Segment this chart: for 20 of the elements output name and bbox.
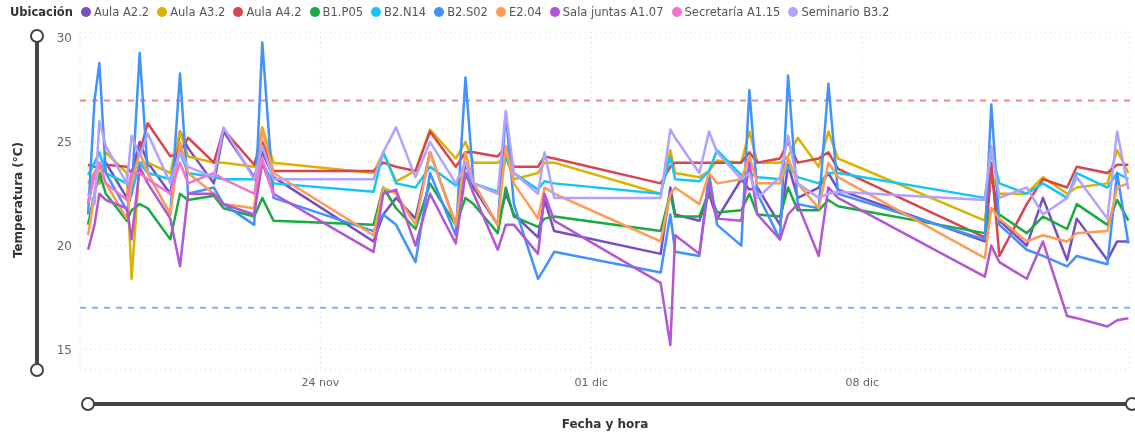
y-tick-label: 15 — [56, 342, 72, 357]
legend-title: Ubicación — [10, 5, 73, 19]
legend-label: B1.P05 — [322, 5, 364, 19]
x-axis-title: Fecha y hora — [561, 417, 649, 431]
legend-label: Aula A2.2 — [93, 5, 150, 19]
legend-label: Sala juntas A1.07 — [562, 5, 664, 19]
legend-label: Seminario B3.2 — [801, 5, 890, 19]
y-tick-label: 20 — [56, 238, 72, 253]
y-tick-label: 30 — [56, 31, 72, 46]
legend-label: Aula A4.2 — [246, 5, 302, 19]
x-tick-label: 24 nov — [301, 375, 340, 389]
y-axis-title: Temperatura (°C) — [11, 141, 25, 259]
legend-label: B2.N14 — [384, 5, 427, 19]
y-tick-label: 25 — [56, 135, 72, 150]
legend-label: E2.04 — [508, 5, 542, 19]
x-tick-label: 08 dic — [845, 375, 880, 389]
legend-label: B2.S02 — [447, 5, 488, 19]
legend-label: Secretaría A1.15 — [684, 5, 781, 19]
legend-label: Aula A3.2 — [170, 5, 226, 19]
x-tick-label: 01 dic — [574, 375, 609, 389]
